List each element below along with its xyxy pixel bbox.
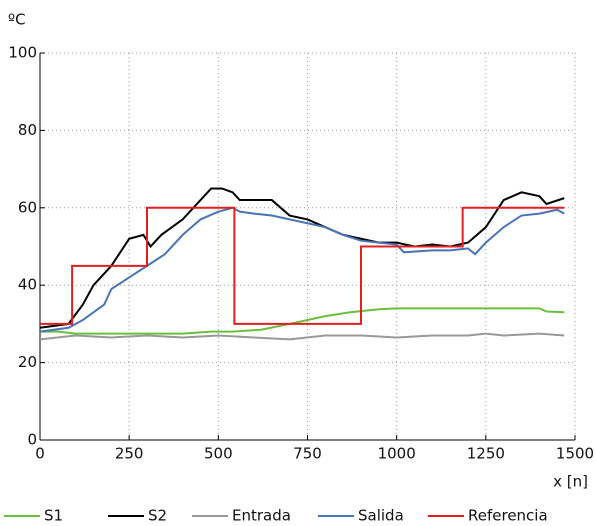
series-line — [39, 187, 565, 329]
x-tick-label: 750 — [293, 445, 322, 463]
y-tick-label: 100 — [8, 44, 37, 62]
series-line — [39, 332, 565, 341]
x-tick-label: 0 — [35, 445, 45, 463]
legend-label: S1 — [44, 507, 63, 525]
legend-label: Entrada — [232, 507, 291, 525]
y-axis-label: ºC — [8, 11, 26, 29]
series-line — [40, 206, 565, 325]
series-line — [40, 307, 565, 335]
x-tick-label: 1000 — [378, 445, 416, 463]
y-tick-label: 0 — [27, 431, 37, 449]
x-tick-label: 500 — [204, 445, 233, 463]
legend-label: Salida — [358, 507, 404, 525]
x-tick-label: 1250 — [467, 445, 505, 463]
legend-label: Referencia — [468, 507, 548, 525]
x-tick-label: 250 — [115, 445, 144, 463]
x-axis-label: x [n] — [553, 473, 588, 491]
y-tick-label: 20 — [18, 353, 37, 371]
y-tick-label: 40 — [18, 276, 37, 294]
x-tick-label: 1500 — [556, 445, 594, 463]
y-tick-label: 60 — [18, 198, 37, 216]
legend-label: S2 — [148, 507, 167, 525]
series-line — [39, 206, 565, 333]
y-tick-label: 80 — [18, 121, 37, 139]
